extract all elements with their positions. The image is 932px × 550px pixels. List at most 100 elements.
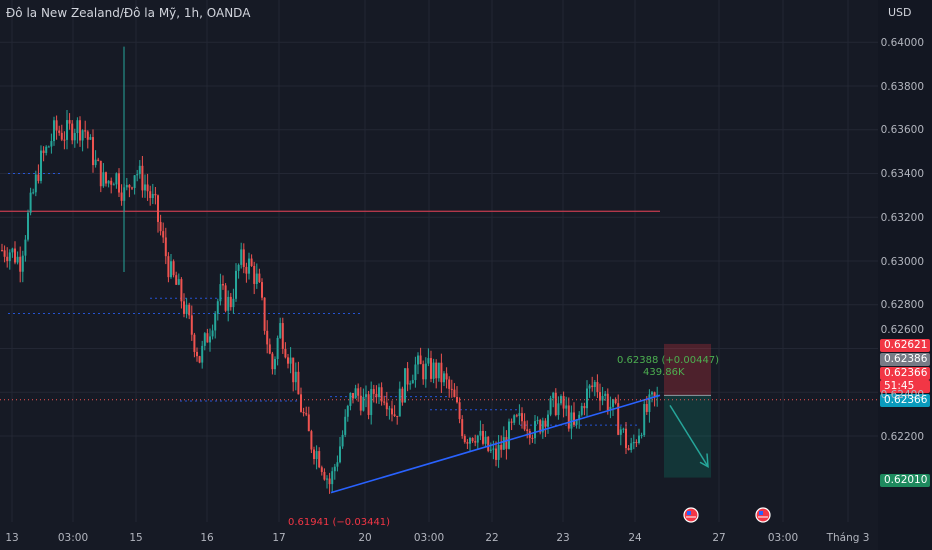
- candle-body: [370, 389, 373, 415]
- candle-body: [583, 406, 586, 409]
- candle-body: [378, 387, 380, 398]
- price-axis-pane: [878, 0, 932, 550]
- candle-body: [232, 298, 235, 308]
- position-volume-label: 439.86K: [643, 367, 685, 378]
- candle-body: [619, 429, 622, 435]
- candle-body: [86, 131, 89, 140]
- candle-body: [66, 120, 68, 140]
- candle-body: [341, 434, 344, 447]
- y-tick-label: 0.63200: [880, 212, 924, 224]
- candle-body: [16, 256, 19, 263]
- x-tick-label: 03:00: [57, 532, 89, 544]
- candle-body: [81, 130, 84, 141]
- candle-body: [193, 334, 196, 352]
- candle-body: [151, 193, 154, 199]
- candle-body: [313, 449, 315, 460]
- candle-body: [339, 446, 341, 463]
- candle-body: [89, 137, 92, 140]
- candle-body: [612, 399, 614, 407]
- stop-loss-zone: [664, 343, 711, 396]
- candle-body: [539, 420, 542, 433]
- candle-body: [11, 248, 14, 253]
- candle-body: [651, 392, 653, 395]
- currency-label: USD: [888, 6, 912, 19]
- position-high-label: 0.62388 (+0.00447): [617, 355, 720, 366]
- candle-body: [263, 297, 266, 331]
- projection-arrow: [669, 404, 709, 468]
- candle-body: [648, 394, 651, 412]
- candle-body: [209, 336, 211, 343]
- candle-body: [24, 239, 27, 256]
- candle-body: [510, 421, 513, 423]
- candle-body: [437, 362, 440, 379]
- candle-body: [638, 435, 640, 443]
- x-tick-label: 03:00: [413, 532, 445, 544]
- candle-body: [248, 258, 250, 274]
- y-tick-label: 0.62600: [880, 324, 924, 336]
- candle-body: [593, 382, 596, 388]
- candle-body: [588, 385, 591, 389]
- candle-body: [554, 392, 557, 416]
- candle-body: [326, 478, 328, 480]
- candle-body: [604, 393, 607, 397]
- candle-body: [131, 187, 133, 189]
- candle-body: [29, 192, 32, 213]
- trendline: [330, 394, 661, 494]
- candle-body: [240, 249, 243, 265]
- candle-body: [344, 416, 347, 435]
- candle-body: [203, 333, 206, 346]
- candle-body: [515, 415, 518, 417]
- candle-body: [417, 355, 419, 365]
- candle-body: [138, 165, 141, 175]
- candle-body: [396, 415, 399, 417]
- price-badge-background: [880, 339, 930, 352]
- candle-body: [445, 373, 448, 380]
- candle-body: [443, 373, 445, 383]
- candle-body: [422, 364, 425, 380]
- candle-body: [53, 120, 55, 142]
- price-badge-background: [880, 394, 930, 407]
- candle-body: [536, 420, 539, 422]
- candle-body: [346, 405, 349, 417]
- candle-body: [359, 395, 362, 411]
- candle-body: [8, 252, 11, 262]
- candle-body: [469, 438, 471, 444]
- candle-body: [32, 192, 35, 194]
- candle-body: [500, 444, 503, 450]
- candle-body: [653, 392, 656, 397]
- candle-body: [323, 471, 326, 480]
- symbol-title[interactable]: Đô la New Zealand/Đô la Mỹ, 1h, OANDA: [6, 6, 251, 20]
- candle-body: [640, 435, 643, 437]
- candle-body: [144, 184, 146, 191]
- candle-body: [531, 437, 534, 439]
- candle-body: [128, 184, 131, 188]
- candle-body: [487, 436, 490, 451]
- candle-body: [352, 393, 354, 399]
- candle-body: [388, 408, 391, 410]
- candle-body: [206, 333, 209, 343]
- candle-body: [63, 139, 66, 141]
- price-badge-background: [880, 474, 930, 487]
- candle-body: [320, 467, 323, 472]
- candle-body: [92, 137, 94, 166]
- candle-body: [177, 279, 180, 285]
- candle-body: [162, 231, 165, 238]
- candle-body: [274, 358, 276, 370]
- candle-body: [328, 478, 331, 485]
- candle-body: [367, 394, 370, 415]
- candle-body: [630, 443, 633, 450]
- candle-body: [219, 284, 222, 302]
- y-tick-label: 0.63000: [880, 256, 924, 268]
- candle-body: [68, 120, 71, 124]
- candle-body: [513, 415, 516, 423]
- candle-body: [502, 437, 505, 450]
- candle-body: [398, 388, 401, 417]
- candle-body: [567, 405, 570, 429]
- candle-body: [294, 371, 297, 383]
- candle-body: [625, 428, 627, 449]
- candle-body: [430, 358, 432, 379]
- candle-body: [305, 413, 308, 415]
- candle-body: [591, 385, 594, 388]
- projection-arrowhead: [699, 453, 709, 468]
